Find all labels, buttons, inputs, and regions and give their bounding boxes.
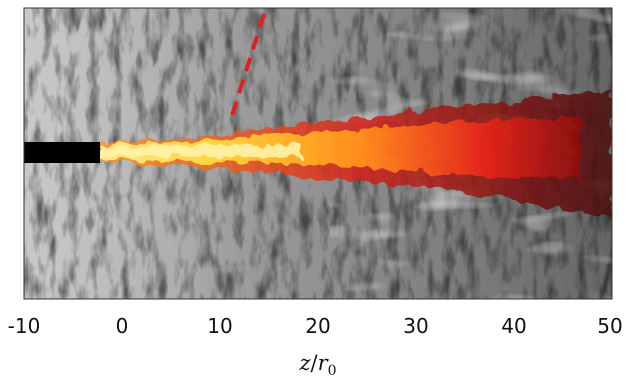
x-tick-label: 50 xyxy=(597,314,622,338)
x-axis-label-sub: 0 xyxy=(328,363,337,379)
x-axis-label-denom: r xyxy=(318,351,330,375)
x-tick-label: 20 xyxy=(305,314,330,338)
x-axis-label: z/r0 xyxy=(298,351,336,379)
jet-flame xyxy=(98,90,612,218)
x-axis-label-slash: / xyxy=(311,351,319,375)
x-axis-label-var: z xyxy=(298,351,311,375)
x-tick-label: 0 xyxy=(116,314,129,338)
dashed-line xyxy=(228,13,266,123)
x-tick-label: 40 xyxy=(501,314,526,338)
plot-field xyxy=(24,8,612,299)
x-axis: -10 0 10 20 30 40 50 z/r0 xyxy=(8,314,623,379)
x-tick-label: 10 xyxy=(207,314,232,338)
x-tick-label: -10 xyxy=(8,314,41,338)
x-tick-label: 30 xyxy=(403,314,428,338)
nozzle xyxy=(24,142,100,163)
